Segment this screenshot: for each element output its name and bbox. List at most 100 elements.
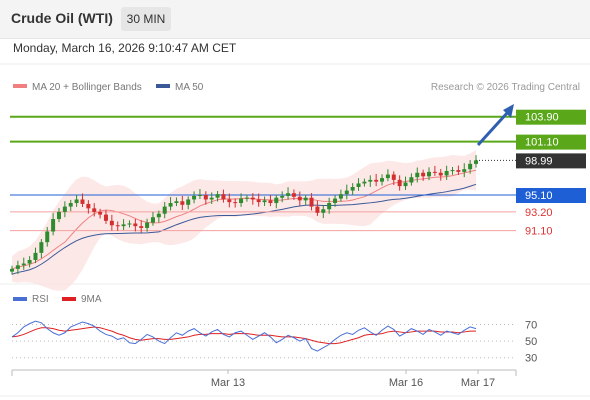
candle-body	[162, 206, 167, 214]
candle-body	[391, 174, 396, 180]
candle-body	[309, 197, 314, 207]
candle-body	[45, 231, 50, 243]
candle-body	[192, 195, 197, 200]
candle-body	[350, 187, 355, 191]
candle-body	[344, 190, 349, 195]
legend-swatch-ma20	[13, 84, 27, 88]
legend-label-ma20: MA 20 + Bollinger Bands	[32, 82, 142, 93]
forecast-arrow-shaft	[476, 110, 510, 147]
level-tag-101.10	[516, 134, 586, 150]
candle-body	[92, 208, 97, 212]
candle-body	[56, 211, 61, 220]
candle-body	[438, 172, 443, 176]
candle-body	[432, 171, 437, 173]
candle-body	[86, 203, 91, 209]
candle-body	[397, 179, 402, 187]
candle-body	[280, 195, 285, 198]
level-label-103.90: 103.90	[525, 112, 559, 124]
rsi-axis-label: 50	[525, 336, 537, 348]
ma50-line	[11, 183, 477, 275]
last-price-tag	[516, 153, 586, 169]
level-tag-103.90	[516, 109, 586, 125]
candle-body	[15, 265, 20, 269]
candle-body	[62, 206, 67, 212]
candle-body	[468, 163, 473, 170]
candle-body	[427, 171, 432, 177]
bollinger-band	[12, 150, 476, 291]
candle-body	[262, 200, 267, 203]
candle-body	[409, 177, 414, 183]
candle-body	[233, 202, 238, 204]
legend-swatch-rsi	[13, 297, 27, 301]
candle-body	[256, 199, 261, 203]
candle-body	[362, 181, 367, 184]
report-datetime: Monday, March 16, 2026 9:10:47 AM CET	[13, 41, 237, 55]
candle-body	[385, 174, 390, 179]
candle-body	[168, 203, 173, 207]
candle-body	[239, 198, 244, 204]
candle-body	[456, 170, 461, 172]
candle-body	[145, 222, 150, 228]
candle-body	[274, 197, 279, 204]
candle-body	[80, 199, 85, 204]
candle-body	[227, 199, 232, 203]
candle-body	[221, 194, 226, 200]
candle-body	[291, 193, 296, 197]
x-axis-label: Mar 17	[461, 377, 495, 389]
candle-body	[103, 214, 108, 221]
candle-body	[268, 200, 273, 204]
candle-body	[356, 183, 361, 187]
level-tag-95.10	[516, 188, 586, 204]
candle-body	[474, 160, 478, 164]
candle-body	[215, 194, 220, 198]
candle-body	[303, 197, 308, 201]
candle-body	[315, 206, 320, 213]
level-label-91.10: 91.10	[525, 226, 553, 238]
candle-body	[109, 220, 114, 226]
candle-body	[197, 195, 202, 197]
level-label-95.10: 95.10	[525, 190, 553, 202]
candle-body	[156, 213, 161, 218]
x-axis-label: Mar 13	[211, 377, 245, 389]
candle-body	[403, 182, 408, 187]
rsi-axis-label: 30	[525, 353, 537, 365]
candle-body	[33, 252, 38, 260]
rsi-line	[11, 320, 477, 352]
candle-body	[27, 259, 32, 264]
level-label-101.10: 101.10	[525, 137, 559, 149]
candle-body	[244, 197, 249, 199]
candle-body	[39, 242, 44, 253]
candle-body	[98, 211, 103, 215]
candle-body	[139, 226, 144, 228]
candle-body	[374, 179, 379, 182]
candle-body	[203, 195, 208, 200]
candle-body	[10, 268, 14, 272]
legend-label-9ma: 9MA	[81, 294, 102, 305]
forecast-arrow-head	[503, 104, 514, 118]
candle-body	[115, 225, 120, 227]
research-credit: Research © 2026 Trading Central	[431, 82, 580, 93]
rsi-axis-label: 70	[525, 319, 537, 331]
instrument-title: Crude Oil (WTI)	[11, 10, 113, 26]
legend-swatch-ma50	[156, 84, 170, 88]
candle-body	[51, 219, 56, 232]
legend-label-ma50: MA 50	[175, 82, 204, 93]
candle-body	[338, 194, 343, 199]
last-price-label: 98.99	[525, 155, 553, 167]
candle-body	[286, 193, 291, 196]
candle-body	[186, 199, 191, 205]
timeframe-button[interactable]: 30 MIN	[121, 7, 171, 31]
candle-body	[250, 197, 255, 200]
candle-body	[209, 197, 214, 200]
candle-body	[150, 217, 155, 223]
candle-body	[74, 199, 79, 204]
legend-swatch-9ma	[62, 297, 76, 301]
candle-body	[127, 223, 132, 225]
chart-header: Crude Oil (WTI) 30 MIN	[0, 0, 590, 39]
level-label-93.20: 93.20	[525, 207, 553, 219]
candle-body	[21, 263, 26, 266]
candle-body	[462, 169, 467, 172]
candle-body	[321, 209, 326, 213]
candle-body	[450, 170, 455, 172]
